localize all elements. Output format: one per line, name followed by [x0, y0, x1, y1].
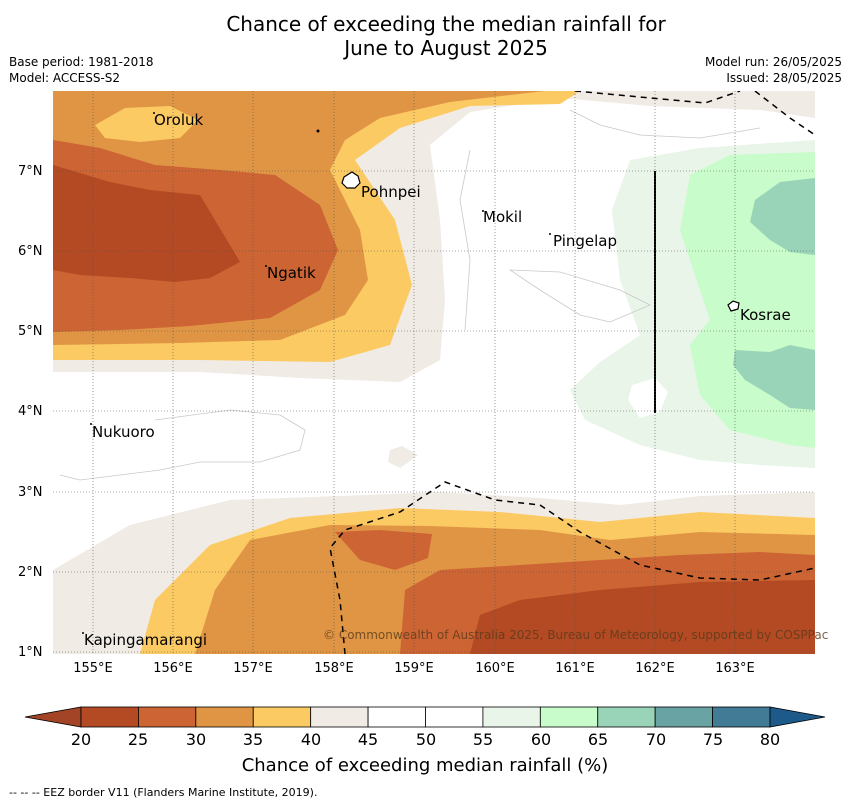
colorbar-segment — [195, 706, 254, 728]
colorbar-label: Chance of exceeding median rainfall (%) — [241, 755, 609, 776]
cb-tick-60: 60 — [530, 730, 552, 749]
place-ngatik: Ngatik — [267, 264, 316, 282]
graticule — [53, 91, 815, 654]
lon-label-159e: 159°E — [394, 661, 434, 676]
base-period-info: Base period: 1981-2018 Model: ACCESS-S2 — [9, 54, 154, 86]
lat-label-7n: 7°N — [18, 164, 43, 179]
map-fill-layers — [53, 91, 815, 654]
east-band-65-south — [733, 345, 815, 410]
place-kosrae: Kosrae — [740, 306, 791, 324]
eez-border — [329, 91, 815, 654]
south-band-20 — [470, 580, 815, 654]
lon-label-160e: 160°E — [475, 661, 515, 676]
colorbar-segment — [252, 706, 312, 728]
place-pingelap: Pingelap — [553, 232, 618, 250]
lat-label-5n: 5°N — [18, 324, 43, 339]
south-inner-25 — [335, 530, 432, 570]
lat-label-3n: 3°N — [18, 485, 43, 500]
lat-label-2n: 2°N — [18, 565, 43, 580]
cb-tick-35: 35 — [242, 730, 264, 749]
colorbar-segment — [367, 706, 426, 728]
colorbar — [24, 706, 826, 728]
place-pohnpei: Pohnpei — [361, 183, 421, 201]
cb-tick-80: 80 — [759, 730, 781, 749]
cb-tick-70: 70 — [645, 730, 667, 749]
place-nukuoro: Nukuoro — [92, 423, 155, 441]
east-band-65-north — [750, 178, 815, 255]
title-line-2: June to August 2025 — [344, 36, 548, 60]
colorbar-under-arrow — [24, 706, 82, 728]
pohnpei-island — [341, 171, 361, 189]
base-period-text: Base period: 1981-2018 — [9, 55, 154, 69]
cb-tick-50: 50 — [415, 730, 437, 749]
colorbar-segment — [482, 706, 541, 728]
lon-label-163e: 163°E — [715, 661, 755, 676]
colorbar-segment — [138, 706, 197, 728]
faint-contours — [59, 109, 761, 481]
model-run-info: Model run: 26/05/2025 Issued: 28/05/2025 — [705, 54, 842, 86]
east-white-spot — [628, 378, 668, 418]
cb-tick-40: 40 — [300, 730, 322, 749]
colorbar-segment — [654, 706, 713, 728]
lon-label-157e: 157°E — [233, 661, 273, 676]
colorbar-segment — [310, 706, 369, 728]
copyright-notice: © Commonwealth of Australia 2025, Bureau… — [323, 628, 829, 642]
north-band-20 — [53, 165, 240, 282]
lon-label-162e: 162°E — [635, 661, 675, 676]
model-run-text: Model run: 26/05/2025 — [704, 55, 842, 69]
colorbar-over-arrow — [769, 706, 826, 728]
colorbar-segment — [712, 706, 771, 728]
lat-label-6n: 6°N — [18, 244, 43, 259]
chart-title: Chance of exceeding the median rainfall … — [0, 12, 850, 60]
title-line-1: Chance of exceeding the median rainfall … — [226, 12, 666, 36]
place-oroluk: Oroluk — [154, 111, 204, 129]
lon-label-155e: 155°E — [73, 661, 113, 676]
place-kapingamarangi: Kapingamarangi — [84, 631, 208, 649]
cb-tick-55: 55 — [472, 730, 494, 749]
kosrae-island — [727, 300, 740, 312]
south-spot-45 — [388, 446, 418, 468]
issued-text: Issued: 28/05/2025 — [726, 71, 842, 85]
cb-tick-75: 75 — [702, 730, 724, 749]
cb-tick-25: 25 — [127, 730, 149, 749]
colorbar-segment — [425, 706, 484, 728]
lat-label-1n: 1°N — [18, 645, 43, 660]
cb-tick-45: 45 — [357, 730, 379, 749]
cb-tick-20: 20 — [70, 730, 92, 749]
lon-label-158e: 158°E — [314, 661, 354, 676]
lon-label-156e: 156°E — [153, 661, 193, 676]
eez-border-note: -- -- -- EEZ border V11 (Flanders Marine… — [9, 786, 318, 799]
island-markers — [82, 112, 551, 634]
colorbar-segment — [80, 706, 139, 728]
colorbar-segment — [597, 706, 656, 728]
place-mokil: Mokil — [483, 208, 523, 226]
oroluk-patch-35 — [95, 106, 198, 142]
lon-label-161e: 161°E — [555, 661, 595, 676]
lat-label-4n: 4°N — [18, 404, 43, 419]
colorbar-segment — [539, 706, 599, 728]
cb-tick-30: 30 — [185, 730, 207, 749]
cb-tick-65: 65 — [587, 730, 609, 749]
model-text: Model: ACCESS-S2 — [9, 71, 121, 85]
